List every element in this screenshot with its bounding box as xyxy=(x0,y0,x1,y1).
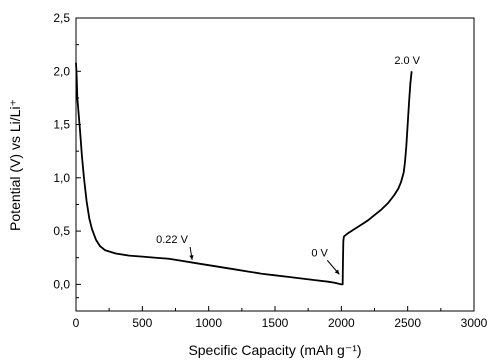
y-tick-label: 1,0 xyxy=(53,171,70,185)
y-axis-ticks: 0,0 0,5 1,0 1,5 2,0 2,5 xyxy=(53,11,81,299)
x-tick-label: 1000 xyxy=(195,316,222,330)
y-tick-label: 0,0 xyxy=(53,277,70,291)
y-axis-title: Potential (V) vs Li/Li⁺ xyxy=(7,99,23,231)
annotation-arrowhead xyxy=(189,255,194,260)
y-tick-label: 2,0 xyxy=(53,64,70,78)
x-tick-label: 0 xyxy=(73,316,80,330)
x-tick-label: 2000 xyxy=(328,316,355,330)
series-line xyxy=(75,62,413,286)
x-tick-label: 2500 xyxy=(394,316,421,330)
x-tick-label: 3000 xyxy=(461,316,488,330)
y-tick-label: 0,5 xyxy=(53,224,70,238)
y-tick-label: 1,5 xyxy=(53,118,70,132)
annotation-label: 0.22 V xyxy=(156,234,188,246)
annotation-label: 2.0 V xyxy=(394,55,420,67)
x-axis-ticks: 0 500 1000 1500 2000 2500 3000 xyxy=(73,306,488,330)
annotation-label: 0 V xyxy=(311,247,328,259)
x-tick-label: 1500 xyxy=(262,316,289,330)
x-tick-label: 500 xyxy=(132,316,152,330)
annotation-arrowhead xyxy=(334,269,340,275)
x-axis-title: Specific Capacity (mAh g⁻¹) xyxy=(188,342,361,358)
annotation-layer: 2.0 V 0.22 V 0 V xyxy=(156,55,421,275)
y-tick-label: 2,5 xyxy=(53,11,70,25)
series-layer xyxy=(75,62,413,286)
